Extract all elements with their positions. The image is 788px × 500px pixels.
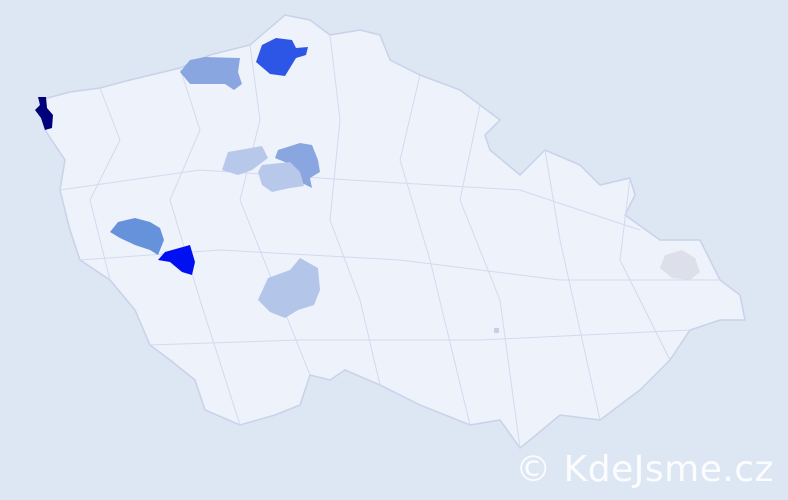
central-north-district[interactable] [275,143,320,188]
south-central-light[interactable] [258,258,320,318]
country-outline [39,14,746,450]
south-west-bright[interactable] [158,245,195,275]
north-district-dark[interactable] [256,38,308,76]
central-light[interactable] [258,162,304,192]
watermark: © KdeJsme.cz [515,449,774,490]
district-borders [59,34,720,449]
east-gray[interactable] [660,250,700,280]
north-west-district[interactable] [180,57,242,90]
far-west-district[interactable] [35,97,53,130]
central-west-light[interactable] [222,146,268,175]
south-west-mid[interactable] [110,218,164,255]
small-district-marker [494,328,499,333]
